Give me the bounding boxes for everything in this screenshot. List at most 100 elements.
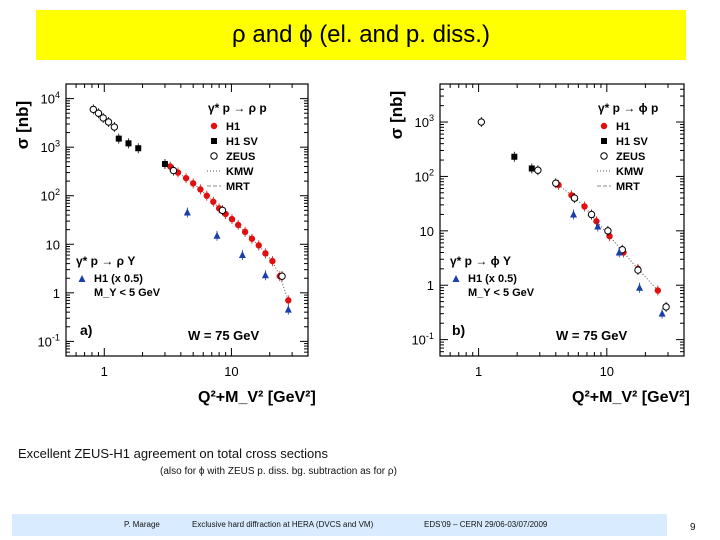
data-point-zeus: [552, 179, 560, 187]
x-axis-label: Q²+M_V² [GeV²]: [572, 389, 690, 406]
data-point-zeus: [570, 194, 579, 202]
data-point-h1: [269, 257, 276, 265]
y-tick-label: 10: [46, 237, 60, 252]
legend-marker: [600, 152, 608, 160]
data-point-pdiss: [261, 271, 269, 279]
data-point-zeus: [104, 118, 113, 126]
data-point-zeus: [110, 123, 119, 131]
data-point-h1-sv: [135, 145, 142, 152]
data-point-h1: [189, 180, 197, 187]
data-point-zeus: [604, 227, 612, 235]
panel-label: b): [452, 322, 465, 338]
title-bar: ρ and ϕ (el. and p. diss.): [36, 10, 686, 60]
data-point-h1-sv: [161, 161, 168, 168]
legend-label: H1 SV: [616, 136, 648, 148]
data-point-h1: [197, 186, 204, 193]
data-point-zeus: [634, 266, 642, 274]
data-point-pdiss: [658, 309, 666, 317]
x-tick-label: 1: [101, 364, 108, 379]
data-point-zeus: [662, 303, 670, 311]
data-point-h1-sv: [528, 165, 535, 172]
legend-label: M_Y < 5 GeV: [468, 287, 535, 299]
y-tick-label: 102: [414, 168, 434, 185]
footer-bar: P. Marage Exclusive hard diffraction at …: [12, 514, 667, 536]
legend-process-elastic: γ* p → ϕ p: [598, 101, 658, 115]
data-point-h1-sv: [115, 135, 122, 142]
data-point-zeus: [89, 105, 98, 114]
legend-label: KMW: [226, 166, 254, 178]
data-point-zeus: [99, 114, 107, 122]
x-tick-label: 10: [224, 364, 238, 379]
y-tick-label: 1: [53, 286, 60, 301]
y-axis-label: σ [nb]: [387, 91, 406, 139]
data-point-pdiss: [594, 222, 602, 230]
data-point-pdiss: [213, 231, 221, 239]
legend-label: H1: [226, 121, 240, 133]
x-tick-label: 1: [475, 364, 482, 379]
data-point-h1: [182, 174, 190, 182]
data-point-h1: [581, 203, 588, 210]
data-point-h1-sv: [511, 153, 518, 160]
data-point-zeus: [218, 206, 227, 215]
data-point-zeus: [278, 272, 286, 280]
legend-marker: [211, 138, 217, 144]
data-point-h1: [248, 235, 256, 242]
data-point-h1: [228, 215, 236, 223]
data-point-h1: [241, 228, 249, 236]
legend-label: H1 (x 0.5): [468, 273, 517, 285]
footer-talk: Exclusive hard diffraction at HERA (DVCS…: [192, 520, 374, 529]
legend-label: MRT: [616, 181, 640, 193]
x-axis-label: Q²+M_V² [GeV²]: [198, 389, 316, 406]
data-point-zeus: [477, 118, 486, 126]
data-point-zeus: [169, 166, 178, 175]
legend-marker: [78, 275, 86, 282]
data-point-h1: [285, 297, 292, 304]
legend-process-elastic: γ* p → ρ p: [208, 101, 267, 115]
data-point-pdiss: [284, 305, 292, 313]
legend-label: H1: [616, 121, 630, 133]
y-tick-label: 10-1: [411, 331, 434, 348]
data-point-h1: [203, 192, 210, 199]
legend-marker: [600, 122, 608, 130]
legend-marker: [601, 138, 607, 144]
legend-label: ZEUS: [616, 151, 645, 163]
energy-annotation: W = 75 GeV: [188, 328, 259, 343]
legend-marker: [452, 275, 460, 282]
data-point-pdiss: [636, 283, 644, 291]
footer-conference: EDS'09 – CERN 29/06-03/07/2009: [424, 520, 548, 529]
y-tick-label: 1: [427, 278, 434, 293]
legend-label: M_Y < 5 GeV: [94, 287, 161, 299]
y-tick-label: 103: [40, 138, 60, 155]
panel-label: a): [80, 322, 92, 338]
data-point-pdiss: [238, 251, 246, 259]
data-point-pdiss: [570, 210, 578, 218]
x-tick-label: 10: [600, 364, 614, 379]
subcaption: (also for ϕ with ZEUS p. diss. bg. subtr…: [160, 466, 397, 477]
data-point-h1: [210, 198, 217, 205]
energy-annotation: W = 75 GeV: [556, 328, 627, 343]
data-point-zeus: [587, 210, 596, 219]
page-number: 9: [690, 522, 696, 533]
data-point-pdiss: [183, 208, 191, 216]
legend-process-pdiss: γ* p → ρ Y: [76, 254, 135, 268]
data-point-h1: [593, 218, 600, 225]
legend-label: H1 (x 0.5): [94, 273, 143, 285]
data-point-zeus: [534, 166, 542, 174]
slide-title: ρ and ϕ (el. and p. diss.): [232, 21, 490, 48]
panel-a-frame: [65, 83, 309, 357]
y-tick-label: 103: [414, 113, 434, 130]
data-point-h1: [654, 287, 662, 294]
panel-b-frame: [439, 83, 685, 357]
legend-label: MRT: [226, 181, 250, 193]
data-point-h1-sv: [125, 140, 132, 147]
legend-label: ZEUS: [226, 151, 255, 163]
data-point-h1: [255, 242, 262, 249]
caption: Excellent ZEUS-H1 agreement on total cro…: [18, 446, 328, 461]
legend-label: H1 SV: [226, 136, 258, 148]
y-tick-label: 102: [40, 187, 60, 204]
legend-label: KMW: [616, 166, 644, 178]
data-point-zeus: [94, 109, 103, 117]
footer-author: P. Marage: [124, 520, 160, 529]
